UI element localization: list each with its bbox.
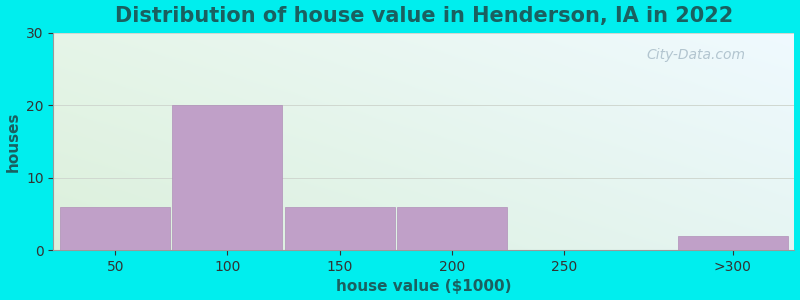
- Bar: [173, 105, 282, 250]
- Bar: [285, 207, 394, 250]
- Text: City-Data.com: City-Data.com: [646, 48, 746, 62]
- X-axis label: house value ($1000): house value ($1000): [336, 279, 512, 294]
- Bar: [678, 236, 788, 250]
- Bar: [60, 207, 170, 250]
- Bar: [397, 207, 507, 250]
- Title: Distribution of house value in Henderson, IA in 2022: Distribution of house value in Henderson…: [115, 6, 733, 26]
- Y-axis label: houses: houses: [6, 111, 21, 172]
